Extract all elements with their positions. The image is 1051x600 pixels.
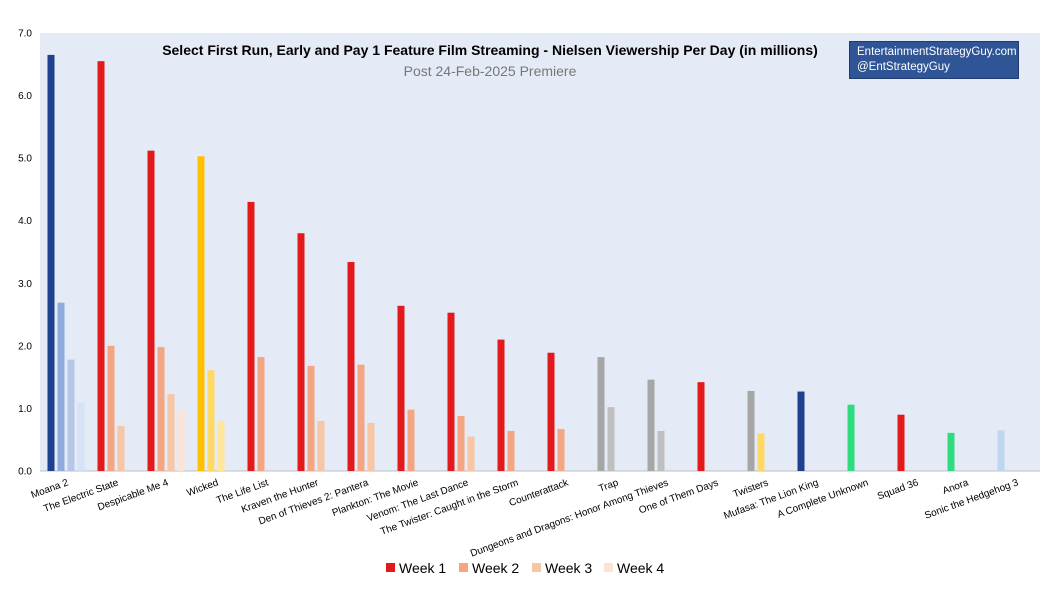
bar-week-2: [157, 347, 165, 471]
y-tick-label: 7.0: [18, 29, 32, 40]
bar-week-2: [207, 370, 215, 471]
bar-week-1: [897, 414, 905, 471]
legend-label: Week 3: [545, 560, 592, 576]
bar-week-2: [407, 409, 415, 471]
y-tick-label: 3.0: [18, 279, 32, 290]
y-axis-ticks: 0.0 1.0 2.0 3.0 4.0 5.0 6.0 7.0: [18, 29, 32, 478]
bar-week-3: [367, 422, 375, 471]
bar-week-2: [607, 407, 615, 471]
category-label: Anora: [941, 477, 970, 497]
bar-week-2: [757, 433, 765, 471]
bar-week-1: [997, 430, 1005, 471]
bar-week-3: [67, 359, 75, 471]
bar-week-1: [97, 61, 105, 472]
bar-week-2: [507, 430, 515, 471]
bar-week-1: [497, 339, 505, 471]
category-label: A Complete Unknown: [776, 477, 870, 520]
bar-week-1: [397, 305, 405, 471]
legend-swatch: [532, 563, 541, 572]
bar-week-1: [947, 432, 955, 471]
bar-week-1: [697, 382, 705, 471]
category-label: Squad 36: [876, 477, 920, 502]
bar-week-4: [77, 402, 85, 471]
bar-week-4: [177, 410, 185, 471]
bar-week-2: [657, 430, 665, 471]
plot-area: [40, 33, 1040, 471]
credit-handle: @EntStrategyGuy: [857, 61, 950, 73]
y-tick-label: 0.0: [18, 467, 32, 478]
bar-week-2: [107, 345, 115, 471]
legend-label: Week 2: [472, 560, 519, 576]
y-tick-label: 5.0: [18, 154, 32, 165]
y-tick-label: 2.0: [18, 341, 32, 352]
bar-week-3: [167, 394, 175, 471]
credit-website: EntertainmentStrategyGuy.com: [857, 46, 1017, 58]
category-label: Trap: [597, 477, 620, 494]
y-tick-label: 4.0: [18, 216, 32, 227]
bar-week-3: [117, 425, 125, 471]
bar-week-3: [217, 420, 225, 471]
bar-week-1: [197, 156, 205, 471]
bar-week-1: [297, 233, 305, 471]
bar-week-1: [847, 404, 855, 471]
bar-week-1: [797, 391, 805, 471]
chart-title: Select First Run, Early and Pay 1 Featur…: [162, 42, 818, 58]
bar-week-3: [317, 420, 325, 471]
bar-week-2: [57, 302, 65, 471]
bar-week-1: [147, 150, 155, 472]
category-label: Sonic the Hedgehog 3: [923, 477, 1020, 521]
bar-week-2: [357, 364, 365, 471]
bar-week-1: [647, 379, 655, 471]
legend: Week 1 Week 2 Week 3 Week 4: [386, 560, 664, 576]
bar-week-1: [597, 357, 605, 471]
y-tick-label: 1.0: [18, 404, 32, 415]
bar-week-2: [257, 357, 265, 471]
bar-week-1: [347, 262, 355, 471]
bar-week-2: [307, 365, 315, 471]
chart-subtitle: Post 24-Feb-2025 Premiere: [404, 63, 577, 79]
y-tick-label: 6.0: [18, 91, 32, 102]
bar-week-1: [747, 390, 755, 471]
bar-week-1: [447, 312, 455, 471]
legend-swatch: [386, 563, 395, 572]
bar-week-1: [247, 201, 255, 471]
credit-box: EntertainmentStrategyGuy.com @EntStrateg…: [849, 41, 1019, 79]
legend-swatch: [604, 563, 613, 572]
bar-week-3: [467, 436, 475, 471]
legend-swatch: [459, 563, 468, 572]
bar-week-2: [457, 415, 465, 471]
bar-week-1: [47, 54, 55, 472]
bars: [47, 54, 1005, 472]
legend-label: Week 4: [617, 560, 664, 576]
legend-label: Week 1: [399, 560, 446, 576]
bar-week-1: [547, 352, 555, 471]
bar-week-2: [557, 429, 565, 471]
